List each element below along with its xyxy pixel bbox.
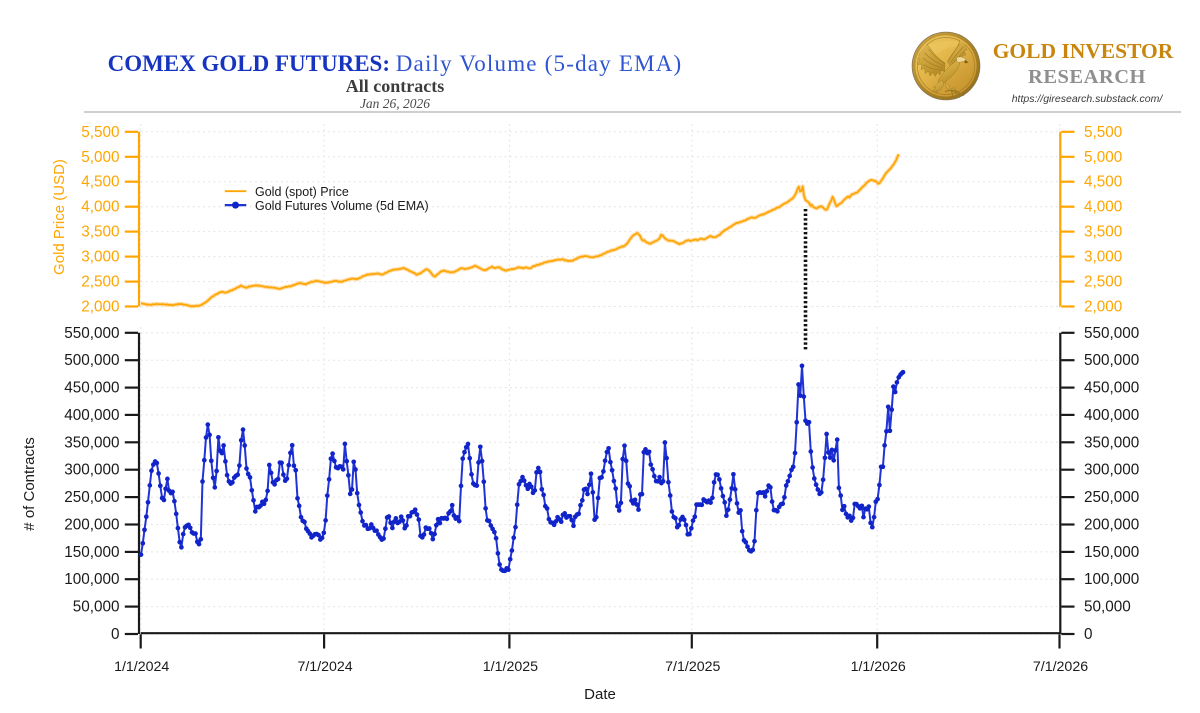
- svg-text:7/1/2024: 7/1/2024: [297, 659, 352, 675]
- svg-text:100,000: 100,000: [64, 571, 119, 588]
- svg-text:3,500: 3,500: [81, 224, 119, 241]
- svg-text:400,000: 400,000: [1084, 407, 1139, 424]
- svg-text:550,000: 550,000: [64, 325, 119, 342]
- svg-text:1/1/2025: 1/1/2025: [483, 659, 538, 675]
- svg-text:100,000: 100,000: [1084, 571, 1139, 588]
- svg-text:500,000: 500,000: [64, 352, 119, 369]
- svg-text:5,500: 5,500: [81, 124, 119, 141]
- svg-text:2,500: 2,500: [81, 274, 119, 291]
- svg-text:Gold Futures Volume (5d EMA): Gold Futures Volume (5d EMA): [255, 199, 429, 213]
- svg-text:0: 0: [1084, 626, 1093, 643]
- svg-text:7/1/2026: 7/1/2026: [1033, 659, 1088, 675]
- svg-text:4,500: 4,500: [81, 174, 119, 191]
- svg-text:200,000: 200,000: [64, 517, 119, 534]
- svg-text:0: 0: [111, 626, 120, 643]
- svg-text:500,000: 500,000: [1084, 352, 1139, 369]
- svg-text:5,500: 5,500: [1084, 124, 1122, 141]
- svg-text:3,500: 3,500: [1084, 224, 1122, 241]
- svg-text:200,000: 200,000: [1084, 517, 1139, 534]
- svg-text:1/1/2026: 1/1/2026: [851, 659, 906, 675]
- svg-text:1/1/2024: 1/1/2024: [114, 659, 169, 675]
- svg-text:350,000: 350,000: [64, 434, 119, 451]
- svg-text:Date: Date: [584, 686, 616, 703]
- svg-text:2,500: 2,500: [1084, 274, 1122, 291]
- svg-text:2,000: 2,000: [1084, 299, 1122, 316]
- svg-text:550,000: 550,000: [1084, 325, 1139, 342]
- svg-text:2,000: 2,000: [81, 299, 119, 316]
- svg-text:5,000: 5,000: [1084, 149, 1122, 166]
- svg-text:400,000: 400,000: [64, 407, 119, 424]
- svg-text:450,000: 450,000: [1084, 380, 1139, 397]
- svg-text:50,000: 50,000: [1084, 599, 1131, 616]
- svg-text:5,000: 5,000: [81, 149, 119, 166]
- svg-text:# of Contracts: # of Contracts: [21, 437, 38, 530]
- svg-text:300,000: 300,000: [64, 462, 119, 479]
- svg-text:4,500: 4,500: [1084, 174, 1122, 191]
- svg-text:150,000: 150,000: [1084, 544, 1139, 561]
- svg-text:150,000: 150,000: [64, 544, 119, 561]
- svg-text:4,000: 4,000: [81, 199, 119, 216]
- svg-text:Gold (spot) Price: Gold (spot) Price: [255, 185, 349, 199]
- svg-text:3,000: 3,000: [1084, 249, 1122, 266]
- svg-text:3,000: 3,000: [81, 249, 119, 266]
- svg-text:Gold Price (USD): Gold Price (USD): [51, 159, 68, 275]
- svg-text:7/1/2025: 7/1/2025: [665, 659, 720, 675]
- svg-text:250,000: 250,000: [1084, 489, 1139, 506]
- svg-text:300,000: 300,000: [1084, 462, 1139, 479]
- svg-text:350,000: 350,000: [1084, 434, 1139, 451]
- svg-text:250,000: 250,000: [64, 489, 119, 506]
- svg-text:450,000: 450,000: [64, 380, 119, 397]
- svg-text:4,000: 4,000: [1084, 199, 1122, 216]
- svg-text:50,000: 50,000: [73, 599, 120, 616]
